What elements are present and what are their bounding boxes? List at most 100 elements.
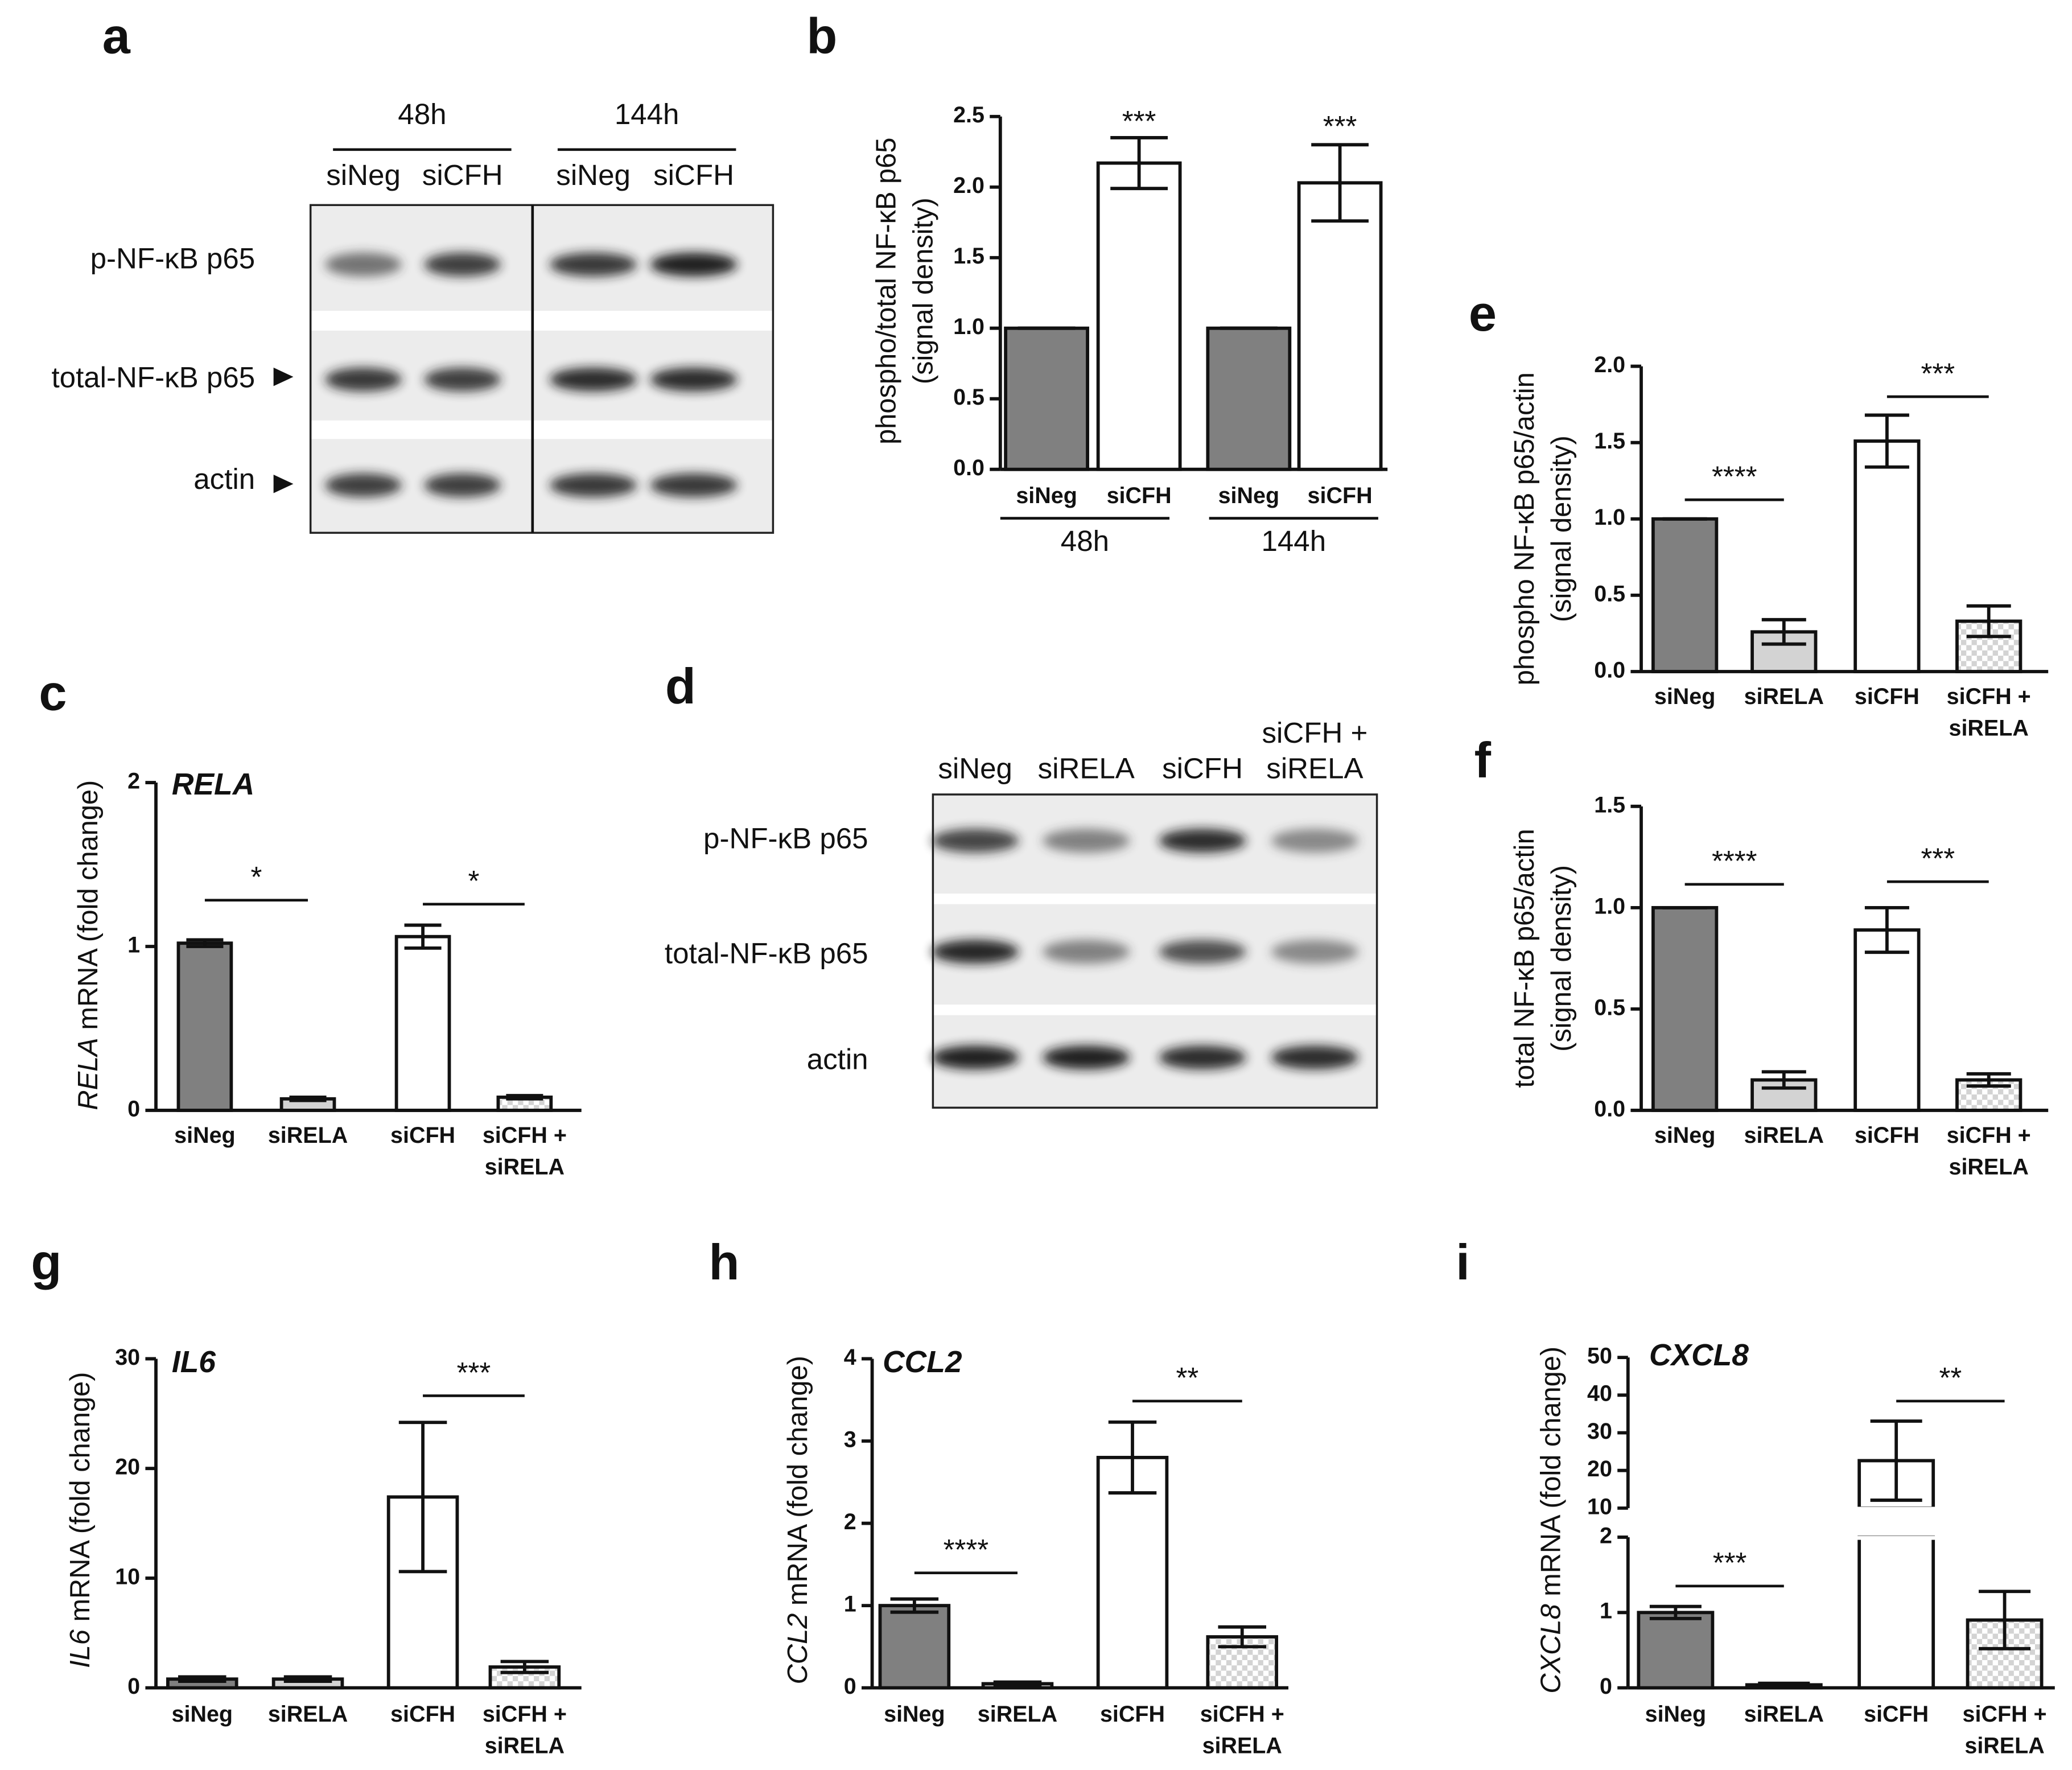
blot-band [1159, 829, 1246, 853]
x-tick-label: siRELA [268, 1702, 348, 1727]
blot-band [932, 940, 1019, 964]
significance-label: * [468, 865, 480, 897]
y-tick-label: 0.0 [953, 455, 984, 480]
y-axis-label: IL6 mRNA (fold change) [65, 1372, 96, 1668]
blot-border [932, 793, 1378, 1109]
blot-band [1043, 1045, 1130, 1069]
panel-letter: e [1469, 285, 1497, 341]
gene-name: RELA [73, 1038, 104, 1110]
blot-border [309, 204, 775, 534]
blot-row-label: total-NF-κB p65 [665, 937, 868, 970]
y-tick-label: 10 [1587, 1494, 1612, 1519]
group-label: 48h [1061, 525, 1109, 557]
x-tick-label: siCFH + [1947, 684, 2031, 709]
y-tick-label: 0 [127, 1674, 140, 1699]
x-tick-label: siRELA [485, 1155, 565, 1180]
x-tick-label: siNeg [174, 1123, 235, 1148]
x-tick-label: siRELA [1744, 1702, 1824, 1727]
chart-title: RELA [172, 768, 254, 801]
arrowhead [273, 474, 294, 493]
x-tick-label: siCFH + [483, 1123, 567, 1148]
x-tick-label: siRELA [1744, 684, 1824, 709]
y-axis-label-text: mRNA (fold change) [73, 780, 104, 1038]
chart-title: CXCL8 [1649, 1339, 1749, 1372]
y-tick-label: 0.0 [1594, 657, 1625, 682]
significance-label: *** [1921, 357, 1955, 389]
y-tick-label: 2.0 [953, 173, 984, 198]
x-tick-label: siNeg [1654, 684, 1715, 709]
blot-band [549, 367, 637, 392]
blot-band [549, 473, 637, 497]
bar [1004, 326, 1089, 471]
significance-label: **** [944, 1533, 989, 1566]
break-gap [1855, 1536, 1938, 1540]
x-tick-label: siCFH [390, 1123, 455, 1148]
y-tick-label: 20 [115, 1455, 140, 1480]
bar [1206, 326, 1292, 471]
x-tick-label: siCFH + [483, 1702, 567, 1727]
significance-label: ** [1939, 1361, 1962, 1394]
y-tick-label: 2 [1600, 1523, 1612, 1548]
y-tick-label: 2.0 [1594, 352, 1625, 377]
significance-label: *** [1713, 1546, 1747, 1579]
panel-letter: f [1474, 732, 1492, 788]
lane-label: siCFH [1162, 752, 1243, 785]
y-tick-label: 2 [844, 1509, 856, 1534]
blot-band [650, 252, 738, 277]
significance-label: **** [1712, 460, 1757, 492]
y-axis-label: phospho/total NF-κB p65 [871, 138, 901, 444]
y-axis-label: (signal density) [1546, 435, 1577, 622]
significance-label: *** [1323, 110, 1357, 142]
x-tick-label: siRELA [268, 1123, 348, 1148]
x-tick-label: siRELA [1964, 1734, 2044, 1759]
lane-label: siCFH [422, 159, 503, 191]
panel-letter: d [665, 658, 696, 714]
blot-band [325, 367, 402, 392]
bar [176, 941, 233, 1112]
y-tick-label: 1.5 [1594, 792, 1625, 817]
y-tick-label: 30 [115, 1345, 140, 1370]
group-label: 144h [1261, 525, 1326, 557]
blot-band [932, 829, 1019, 853]
y-tick-label: 10 [115, 1564, 140, 1589]
y-tick-label: 50 [1587, 1344, 1612, 1369]
y-tick-label: 40 [1587, 1381, 1612, 1406]
y-axis-label: CCL2 mRNA (fold change) [782, 1356, 813, 1684]
y-axis-label: (signal density) [1546, 865, 1577, 1052]
x-tick-label: siRELA [1949, 1155, 2029, 1180]
x-tick-label: siCFH + [1200, 1702, 1284, 1727]
blot-band [932, 1045, 1019, 1069]
bar [1651, 517, 1719, 673]
blot-band [424, 252, 501, 277]
panel-letter: c [39, 664, 67, 721]
y-tick-label: 30 [1587, 1419, 1612, 1444]
x-tick-label: siRELA [485, 1734, 565, 1759]
x-tick-label: siNeg [172, 1702, 233, 1727]
x-tick-label: siRELA [1949, 716, 2029, 741]
lane-label: siRELA [1266, 752, 1363, 785]
lane-label: siNeg [556, 159, 631, 191]
significance-label: *** [1122, 105, 1156, 137]
lane-label: siNeg [326, 159, 401, 191]
y-tick-label: 1.0 [953, 314, 984, 339]
group-label: 144h [615, 98, 679, 130]
group-label: 48h [398, 98, 446, 130]
blot-band [1159, 1045, 1246, 1069]
panel-letter: g [31, 1234, 61, 1290]
y-axis-label: total NF-κB p65/actin [1509, 829, 1540, 1088]
bar [878, 1604, 951, 1690]
blot-band [650, 473, 738, 497]
blot-band [1271, 940, 1359, 964]
y-tick-label: 0 [844, 1674, 856, 1699]
blot-band [424, 367, 501, 392]
lane-label: siRELA [1038, 752, 1135, 785]
lane-label: siCFH [653, 159, 734, 191]
x-tick-label: siCFH [1107, 483, 1172, 508]
blot-row-label: p-NF-κB p65 [90, 242, 256, 274]
panel-letter: i [1456, 1234, 1470, 1290]
bar [1637, 1611, 1715, 1690]
blot-row-label: p-NF-κB p65 [703, 822, 868, 855]
bar [1853, 439, 1921, 673]
y-tick-label: 0 [1600, 1674, 1612, 1699]
x-tick-label: siNeg [1645, 1702, 1706, 1727]
